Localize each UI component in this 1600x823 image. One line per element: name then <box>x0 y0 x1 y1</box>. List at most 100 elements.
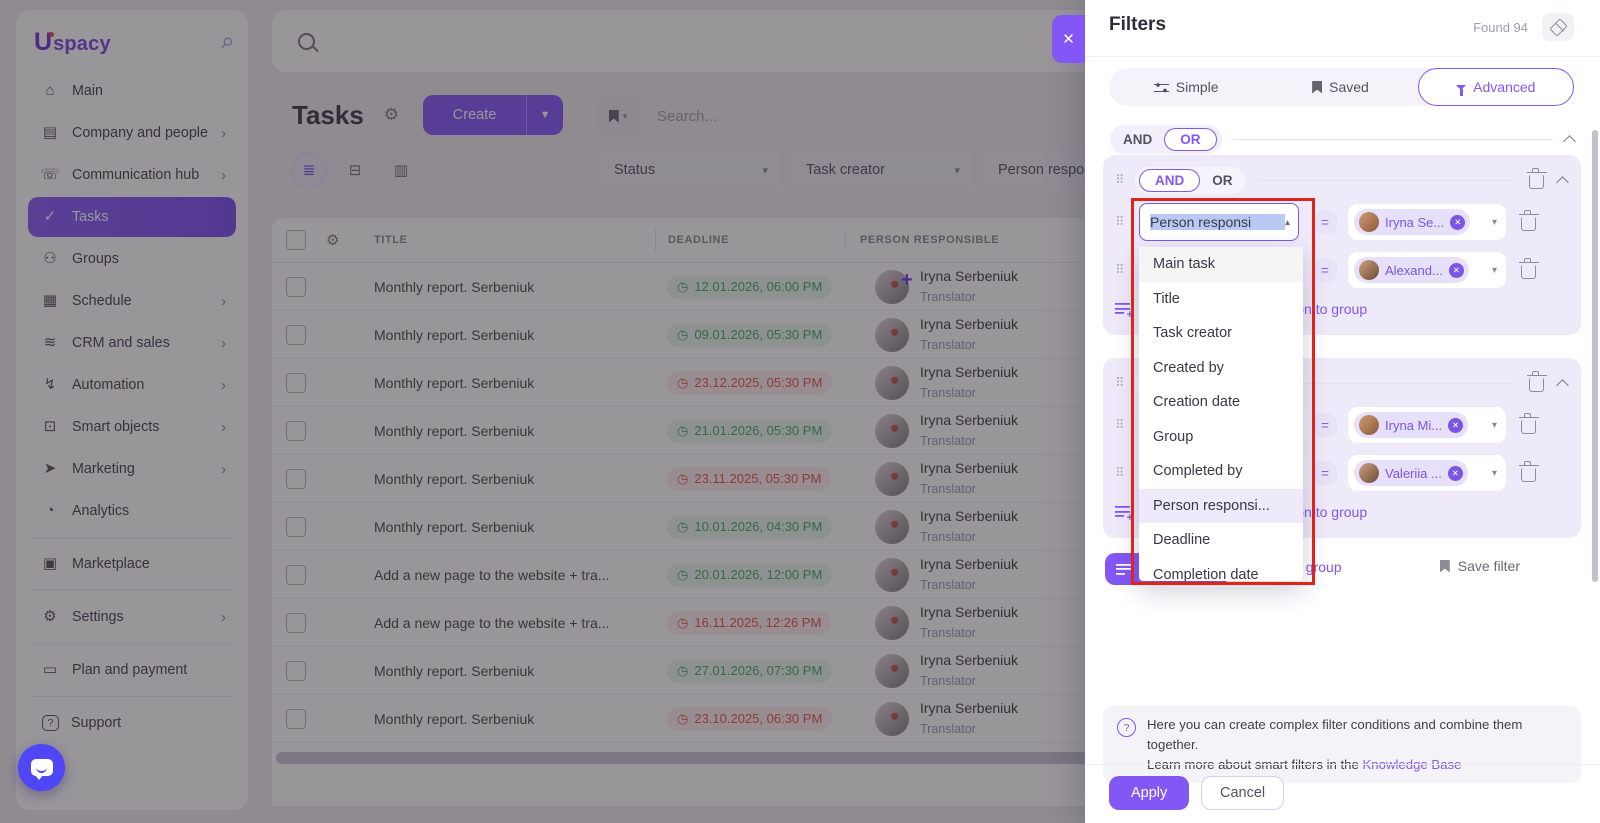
select-all-checkbox[interactable] <box>286 230 306 250</box>
field-dropdown-item[interactable]: Deadline <box>1153 532 1211 549</box>
sidebar-item[interactable]: ⚇ Groups › <box>28 239 236 279</box>
sidebar-item[interactable]: ↯ Automation › <box>28 365 236 405</box>
row-checkbox[interactable] <box>286 372 306 393</box>
table-row[interactable]: Monthly report. Serbeniuk ◷ 09.01.2026, 0… <box>272 311 1584 359</box>
table-row[interactable]: Monthly report. Serbeniuk ◷ 23.11.2025, 0… <box>272 455 1584 503</box>
row-checkbox[interactable] <box>286 516 306 537</box>
row-checkbox[interactable] <box>286 708 306 729</box>
field-dropdown-item[interactable]: Completion date <box>1153 566 1259 581</box>
row-checkbox[interactable] <box>286 324 306 345</box>
sidebar-item[interactable]: ⊡ Smart objects › <box>28 407 236 447</box>
operator-equals[interactable]: = <box>1313 210 1337 234</box>
field-dropdown-item[interactable]: Person responsi... <box>1139 488 1303 523</box>
row-checkbox[interactable] <box>286 276 306 297</box>
table-row[interactable]: Monthly report. Serbeniuk ◷ 12.01.2026, 0… <box>272 263 1584 311</box>
sidebar-item[interactable]: ▭ Plan and payment › <box>28 643 236 690</box>
group-or-option[interactable]: OR <box>1212 172 1233 188</box>
saved-search-button[interactable]: ▾ <box>595 95 641 137</box>
drag-handle-icon[interactable]: ⠿ <box>1115 262 1125 277</box>
quick-filter-select[interactable]: Task creator ▾ <box>792 150 974 190</box>
sidebar-item[interactable]: ▦ Schedule › <box>28 281 236 321</box>
delete-condition-icon[interactable] <box>1518 413 1539 434</box>
remove-value-icon[interactable]: ✕ <box>1448 262 1464 278</box>
table-row[interactable]: Add a new page to the website + tra... ◷… <box>272 551 1584 599</box>
collapse-chevron-icon[interactable] <box>1556 175 1569 189</box>
sidebar-item[interactable]: ? Support › <box>28 696 236 743</box>
sidebar-item[interactable]: ≋ CRM and sales › <box>28 323 236 363</box>
create-dropdown-caret-icon[interactable]: ▼ <box>526 95 563 135</box>
sidebar-item[interactable]: ▣ Marketplace › <box>28 537 236 584</box>
tasks-settings-gear-icon[interactable]: ⚙ <box>383 105 400 124</box>
field-dropdown-item[interactable]: Main task <box>1139 247 1303 282</box>
drag-handle-icon[interactable]: ⠿ <box>1115 214 1125 229</box>
root-or-option[interactable]: OR <box>1164 127 1217 151</box>
close-filters-button[interactable]: ✕ <box>1052 15 1085 63</box>
drag-handle-icon[interactable]: ⠿ <box>1115 417 1125 432</box>
table-row[interactable]: Monthly report. Serbeniuk ◷ 21.01.2026, 0… <box>272 407 1584 455</box>
remove-value-icon[interactable]: ✕ <box>1450 214 1466 230</box>
quick-filter-select[interactable]: Status ▾ <box>600 150 782 190</box>
field-dropdown-item[interactable]: Group <box>1153 428 1194 445</box>
root-and-option[interactable]: AND <box>1123 131 1153 147</box>
sidebar-item[interactable]: ⌂ Main › <box>28 71 236 111</box>
value-select[interactable]: Alexand... ✕ ▾ <box>1347 251 1507 289</box>
sidebar-item[interactable]: ➤ Marketing › <box>28 449 236 489</box>
table-settings-gear-icon[interactable]: ⚙ <box>326 232 340 249</box>
tab-advanced[interactable]: Advanced <box>1417 68 1574 106</box>
operator-equals[interactable]: = <box>1313 461 1337 485</box>
field-dropdown-item[interactable]: Task creator <box>1153 325 1232 342</box>
drag-handle-icon[interactable]: ⠿ <box>1115 375 1125 390</box>
group-and-option[interactable]: AND <box>1139 168 1201 192</box>
list-view-toggle[interactable]: ≣ <box>292 153 326 187</box>
sidebar-item[interactable]: ☏ Communication hub › <box>28 155 236 195</box>
apply-button[interactable]: Apply <box>1109 776 1190 810</box>
delete-group-icon[interactable] <box>1526 371 1547 392</box>
save-filter-button[interactable]: Save filter <box>1439 558 1520 574</box>
table-row[interactable]: Monthly report. Serbeniuk ◷ 10.01.2026, 0… <box>272 503 1584 551</box>
table-row[interactable]: Monthly report. Serbeniuk ◷ 27.01.2026, 0… <box>272 647 1584 695</box>
add-condition-icon[interactable] <box>1115 506 1133 524</box>
collapse-chevron-icon[interactable] <box>1563 134 1576 148</box>
sidebar-item[interactable]: ✓ Tasks › <box>28 197 236 237</box>
delete-condition-icon[interactable] <box>1518 258 1539 279</box>
search-icon[interactable] <box>298 32 315 50</box>
create-button[interactable]: Create ▼ <box>423 95 564 135</box>
collapse-chevron-icon[interactable] <box>1556 378 1569 392</box>
table-row[interactable]: Add a new page to the website + tra... ◷… <box>272 599 1584 647</box>
row-checkbox[interactable] <box>286 468 306 489</box>
drag-handle-icon[interactable]: ⠿ <box>1115 172 1125 187</box>
add-condition-icon[interactable] <box>1115 303 1133 321</box>
cancel-button[interactable]: Cancel <box>1201 776 1285 810</box>
value-select[interactable]: Iryna Se... ✕ ▾ <box>1347 203 1507 241</box>
remove-value-icon[interactable]: ✕ <box>1448 417 1464 433</box>
delete-condition-icon[interactable] <box>1518 461 1539 482</box>
field-dropdown-item[interactable]: Creation date <box>1153 394 1241 411</box>
remove-value-icon[interactable]: ✕ <box>1447 465 1463 481</box>
clear-filters-button[interactable] <box>1542 13 1574 41</box>
row-checkbox[interactable] <box>286 420 306 441</box>
tab-saved[interactable]: Saved <box>1263 68 1417 106</box>
chat-widget-button[interactable] <box>18 744 65 791</box>
delete-group-icon[interactable] <box>1526 168 1547 189</box>
table-row[interactable]: Monthly report. Serbeniuk ◷ 23.10.2025, 0… <box>272 695 1584 743</box>
value-select[interactable]: Valeriia ... ✕ ▾ <box>1347 454 1507 492</box>
sidebar-item[interactable]: ▤ Company and people › <box>28 113 236 153</box>
kanban-view-toggle[interactable]: ⊟ <box>348 162 362 179</box>
row-checkbox[interactable] <box>286 660 306 681</box>
value-select[interactable]: Iryna Mi... ✕ ▾ <box>1347 406 1507 444</box>
drag-handle-icon[interactable]: ⠿ <box>1115 465 1125 480</box>
sidebar-item[interactable]: ◔ Analytics › <box>28 491 236 531</box>
panel-scrollbar[interactable] <box>1592 130 1598 582</box>
delete-condition-icon[interactable] <box>1518 210 1539 231</box>
row-checkbox[interactable] <box>286 564 306 585</box>
operator-equals[interactable]: = <box>1313 258 1337 282</box>
tasks-search-input[interactable] <box>641 95 1039 137</box>
operator-equals[interactable]: = <box>1313 413 1337 437</box>
tab-simple[interactable]: Simple <box>1109 68 1263 106</box>
field-select[interactable]: Person responsi ▾ <box>1139 203 1299 241</box>
columns-view-toggle[interactable]: ▥ <box>393 162 409 179</box>
field-dropdown-item[interactable]: Completed by <box>1153 463 1243 480</box>
sidebar-item[interactable]: ⚙ Settings › <box>28 590 236 637</box>
row-checkbox[interactable] <box>286 612 306 633</box>
field-dropdown-item[interactable]: Created by <box>1153 359 1224 376</box>
